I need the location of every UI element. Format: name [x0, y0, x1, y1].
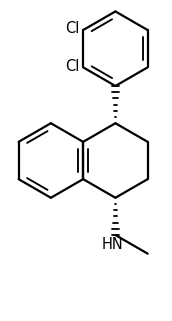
Text: Cl: Cl [65, 22, 80, 36]
Text: Cl: Cl [65, 59, 80, 74]
Text: HN: HN [102, 237, 123, 252]
